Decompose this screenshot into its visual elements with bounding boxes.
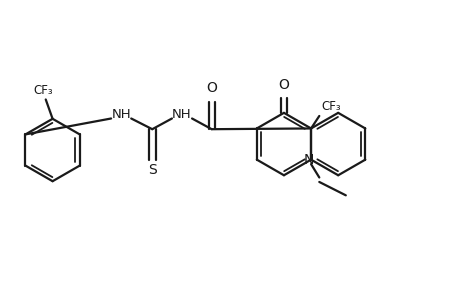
Text: O: O bbox=[206, 81, 217, 95]
Text: CF₃: CF₃ bbox=[321, 100, 341, 113]
Text: CF₃: CF₃ bbox=[34, 83, 53, 97]
Text: O: O bbox=[278, 78, 289, 92]
Text: S: S bbox=[148, 164, 157, 177]
Text: N: N bbox=[303, 153, 313, 167]
Text: NH: NH bbox=[172, 108, 191, 122]
Text: NH: NH bbox=[111, 108, 131, 122]
